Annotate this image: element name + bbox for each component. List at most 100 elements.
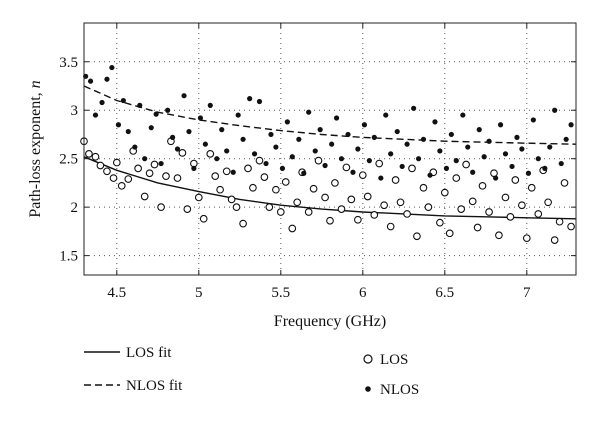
nlos-point [120, 97, 126, 104]
los-point [178, 149, 187, 157]
los-point [239, 219, 247, 228]
los-point [363, 192, 372, 201]
nlos-point [219, 127, 225, 133]
y-tick-label: 3.5 [59, 55, 78, 71]
nlos-point [448, 131, 454, 138]
x-tick-label: 4.5 [107, 285, 126, 301]
nlos-point [191, 165, 197, 171]
los-fit-line [83, 156, 577, 220]
x-tick-label: 7 [523, 285, 531, 301]
nlos-point [247, 96, 253, 102]
los-point [511, 176, 520, 184]
x-axis-ticks: 4.5 5 5.5 6 6.5 7 [107, 23, 531, 301]
los-point [396, 198, 405, 207]
legend-label: LOS [380, 352, 408, 368]
los-point [145, 169, 154, 178]
los-point [85, 149, 93, 158]
nlos-point [263, 160, 269, 167]
los-point [495, 231, 503, 240]
los-point [321, 193, 329, 202]
los-point [206, 149, 215, 158]
los-point [326, 216, 334, 225]
nlos-point [104, 76, 110, 82]
nlos-point [514, 134, 520, 140]
nlos-point [420, 136, 427, 142]
nlos-point [202, 141, 208, 147]
nlos-point [165, 107, 171, 113]
nlos-point [338, 156, 345, 162]
nlos-point [470, 169, 476, 175]
nlos-point [174, 146, 181, 152]
los-point [380, 201, 388, 210]
los-point [134, 164, 142, 173]
los-point [419, 183, 428, 192]
nlos-point [460, 112, 466, 118]
nlos-point [235, 112, 241, 118]
nlos-point [142, 156, 148, 162]
nlos-point [251, 151, 258, 157]
nlos-point [530, 117, 536, 123]
los-point [462, 160, 470, 169]
nlos-point [350, 169, 356, 175]
nlos-point [552, 107, 558, 113]
nlos-point [509, 163, 515, 170]
los-point [194, 193, 203, 202]
nlos-point [125, 128, 131, 135]
los-point [375, 159, 384, 168]
nlos-point [181, 93, 187, 99]
los-point [91, 152, 100, 161]
nlos-point [224, 148, 230, 154]
los-point [436, 218, 444, 227]
los-point [222, 167, 231, 176]
nlos-point [432, 119, 438, 125]
legend-label: NLOS [380, 382, 419, 398]
los-point [386, 222, 395, 231]
los-point [304, 208, 313, 216]
nlos-point [481, 154, 487, 160]
legend-swatch-filled-dot [365, 386, 371, 392]
los-point [445, 229, 454, 238]
los-point [211, 172, 220, 180]
nlos-point [279, 165, 286, 171]
nlos-point [427, 172, 433, 178]
los-point [506, 212, 515, 221]
x-tick-label: 5 [195, 285, 203, 301]
los-point [249, 183, 257, 192]
los-point [391, 176, 400, 184]
nlos-point [547, 144, 553, 150]
x-axis-label: Frequency (GHz) [274, 313, 386, 330]
nlos-point [355, 146, 361, 152]
los-point [544, 198, 552, 207]
nlos-point [404, 141, 410, 147]
los-point [276, 208, 285, 216]
nlos-point [502, 151, 509, 157]
los-point [501, 193, 510, 202]
nlos-point [465, 144, 471, 150]
plot-frame [83, 22, 577, 276]
los-point [272, 185, 280, 194]
nlos-point [158, 160, 164, 167]
nlos-point [486, 138, 492, 144]
nlos-point [383, 112, 389, 118]
nlos-point [345, 131, 351, 138]
nlos-point [394, 128, 400, 135]
nlos-point [148, 125, 154, 131]
nlos-point [214, 156, 220, 162]
los-point [314, 156, 323, 165]
nlos-point [558, 160, 564, 167]
nlos-point [322, 162, 328, 169]
los-point [550, 236, 559, 244]
nlos-point [115, 122, 122, 128]
los-point [173, 174, 182, 182]
nlos-point [296, 136, 302, 142]
los-point [424, 203, 433, 212]
los-point [288, 224, 297, 233]
nlos-point [333, 115, 340, 121]
nlos-point [437, 148, 443, 154]
los-point [555, 217, 564, 226]
y-tick-label: 2 [71, 200, 79, 216]
nlos-point [476, 127, 482, 133]
nlos-point [542, 165, 548, 171]
nlos-point [399, 163, 405, 170]
los-point [478, 181, 487, 190]
